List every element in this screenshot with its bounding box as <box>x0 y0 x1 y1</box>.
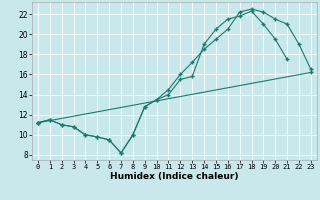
X-axis label: Humidex (Indice chaleur): Humidex (Indice chaleur) <box>110 172 239 181</box>
